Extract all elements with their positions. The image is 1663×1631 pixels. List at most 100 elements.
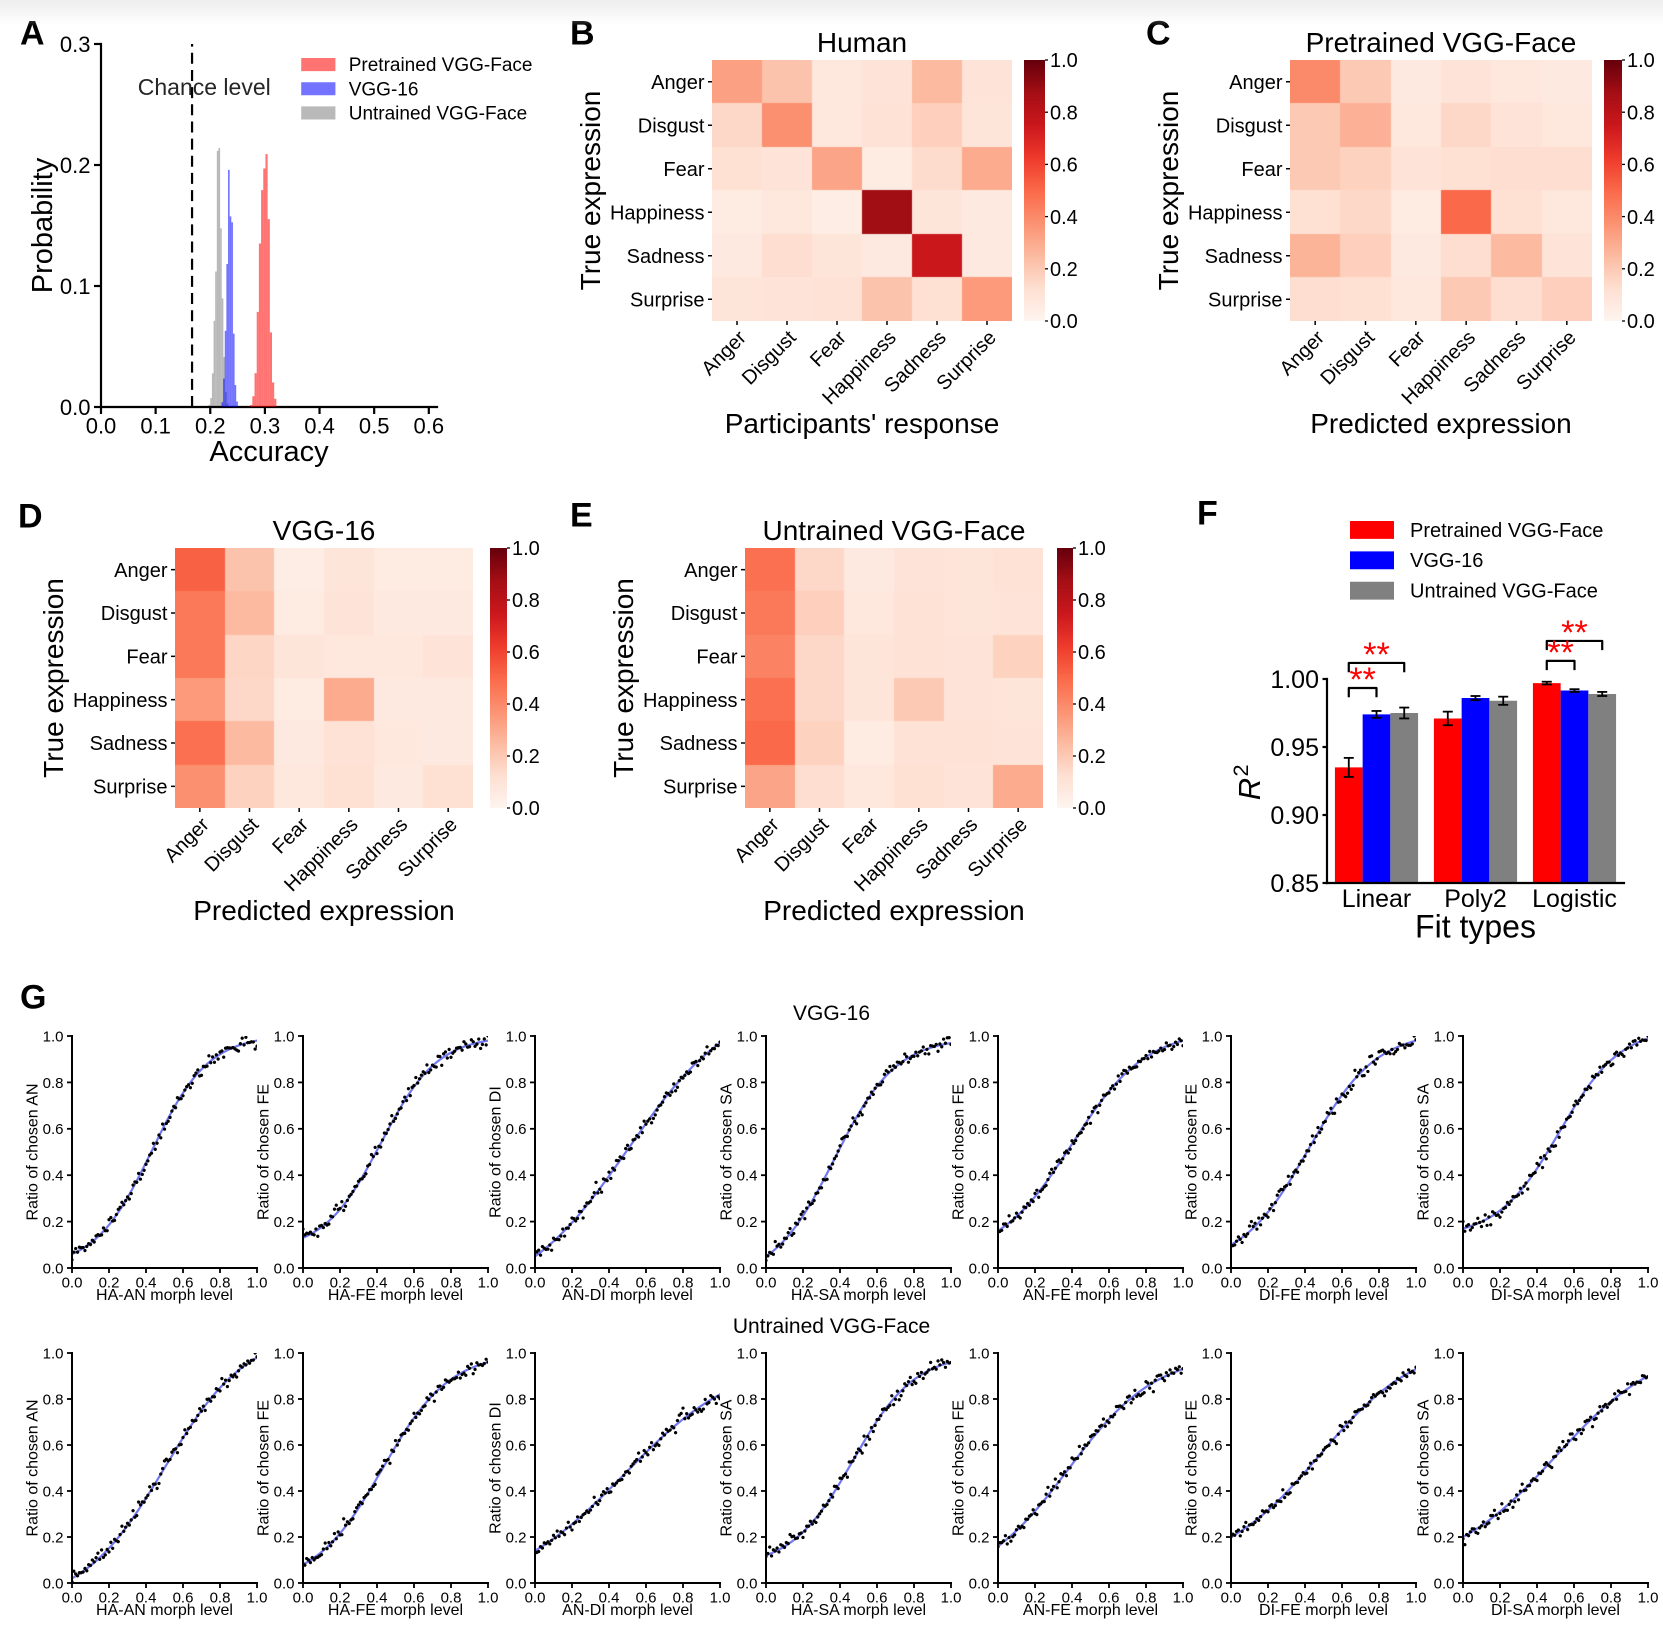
svg-text:Linear: Linear	[1342, 885, 1412, 913]
svg-text:0.4: 0.4	[274, 1483, 295, 1500]
svg-text:0.8: 0.8	[506, 1075, 527, 1092]
svg-text:0.4: 0.4	[1050, 207, 1078, 229]
svg-text:0.0: 0.0	[293, 1589, 314, 1606]
svg-text:0.8: 0.8	[673, 1274, 694, 1291]
svg-text:0.0: 0.0	[737, 1260, 758, 1277]
svg-text:0.6: 0.6	[969, 1437, 990, 1454]
svg-text:0.2: 0.2	[274, 1214, 295, 1231]
svg-text:Happiness: Happiness	[1188, 202, 1283, 224]
svg-text:0.8: 0.8	[673, 1589, 694, 1606]
svg-text:0.0: 0.0	[756, 1274, 777, 1291]
svg-text:True expression: True expression	[1153, 91, 1184, 291]
svg-text:1.0: 1.0	[274, 1345, 295, 1362]
svg-text:0.8: 0.8	[904, 1274, 925, 1291]
svg-text:1.0: 1.0	[1434, 1028, 1455, 1045]
svg-text:0.6: 0.6	[1332, 1589, 1353, 1606]
svg-text:0.2: 0.2	[1434, 1529, 1455, 1546]
svg-text:0.4: 0.4	[1527, 1274, 1548, 1291]
svg-text:1.0: 1.0	[1638, 1274, 1659, 1291]
svg-text:Predicted expression: Predicted expression	[1310, 408, 1571, 439]
svg-text:0.0: 0.0	[86, 413, 117, 438]
svg-text:0.4: 0.4	[512, 694, 540, 716]
svg-text:0.2: 0.2	[1078, 746, 1106, 768]
svg-text:0.0: 0.0	[506, 1260, 527, 1277]
svg-text:0.6: 0.6	[737, 1437, 758, 1454]
svg-text:0.6: 0.6	[512, 642, 540, 664]
svg-text:E: E	[570, 497, 593, 535]
svg-text:0.2: 0.2	[793, 1274, 814, 1291]
svg-text:0.6: 0.6	[737, 1121, 758, 1138]
svg-text:Ratio of chosen AN: Ratio of chosen AN	[24, 1084, 41, 1221]
svg-text:1.0: 1.0	[1202, 1345, 1223, 1362]
svg-text:0.0: 0.0	[1453, 1589, 1474, 1606]
svg-text:0.2: 0.2	[330, 1274, 351, 1291]
svg-text:0.4: 0.4	[1078, 694, 1106, 716]
svg-text:Accuracy: Accuracy	[209, 436, 329, 468]
svg-text:0.0: 0.0	[506, 1575, 527, 1592]
svg-text:0.0: 0.0	[1627, 311, 1655, 333]
svg-text:1.0: 1.0	[941, 1274, 962, 1291]
svg-text:0.2: 0.2	[1202, 1529, 1223, 1546]
svg-text:0.6: 0.6	[404, 1274, 425, 1291]
svg-text:1.0: 1.0	[969, 1028, 990, 1045]
svg-text:0.8: 0.8	[737, 1391, 758, 1408]
svg-text:1.0: 1.0	[1434, 1345, 1455, 1362]
svg-text:0.6: 0.6	[506, 1437, 527, 1454]
svg-text:VGG-16: VGG-16	[273, 515, 376, 546]
svg-text:True expression: True expression	[575, 91, 606, 291]
svg-text:0.8: 0.8	[1434, 1075, 1455, 1092]
svg-text:0.6: 0.6	[1099, 1589, 1120, 1606]
svg-text:0.2: 0.2	[737, 1214, 758, 1231]
svg-text:1.0: 1.0	[1627, 50, 1655, 72]
svg-text:0.4: 0.4	[1627, 207, 1655, 229]
svg-text:0.4: 0.4	[969, 1168, 990, 1185]
svg-text:0.4: 0.4	[274, 1168, 295, 1185]
svg-text:Ratio of chosen SA: Ratio of chosen SA	[1415, 1083, 1432, 1220]
svg-text:0.2: 0.2	[1490, 1274, 1511, 1291]
svg-text:0.2: 0.2	[1025, 1589, 1046, 1606]
svg-text:0.4: 0.4	[737, 1483, 758, 1500]
svg-text:0.2: 0.2	[506, 1214, 527, 1231]
svg-text:0.6: 0.6	[506, 1121, 527, 1138]
svg-text:1.0: 1.0	[710, 1274, 731, 1291]
svg-text:1.0: 1.0	[247, 1274, 268, 1291]
svg-text:0.4: 0.4	[136, 1274, 157, 1291]
svg-text:0.4: 0.4	[367, 1589, 388, 1606]
svg-text:1.0: 1.0	[506, 1345, 527, 1362]
svg-text:Untrained VGG-Face: Untrained VGG-Face	[763, 515, 1026, 546]
svg-text:Predicted expression: Predicted expression	[193, 895, 454, 926]
svg-text:**: **	[1547, 634, 1573, 672]
svg-text:0.8: 0.8	[1601, 1589, 1622, 1606]
svg-text:0.0: 0.0	[60, 395, 91, 420]
svg-text:R 2: R 2	[1228, 764, 1267, 800]
svg-text:0.6: 0.6	[1078, 642, 1106, 664]
svg-text:0.6: 0.6	[636, 1589, 657, 1606]
svg-text:1.0: 1.0	[506, 1028, 527, 1045]
svg-text:AN-FE morph level: AN-FE morph level	[1023, 1602, 1158, 1619]
svg-text:0.8: 0.8	[1369, 1589, 1390, 1606]
svg-text:0.4: 0.4	[599, 1589, 620, 1606]
svg-text:Sadness: Sadness	[627, 246, 705, 268]
svg-text:Ratio of chosen FE: Ratio of chosen FE	[950, 1400, 967, 1536]
svg-text:True expression: True expression	[608, 578, 639, 778]
svg-text:0.1: 0.1	[60, 274, 91, 299]
svg-text:0.6: 0.6	[1050, 155, 1078, 177]
svg-text:0.0: 0.0	[1221, 1274, 1242, 1291]
svg-text:0.0: 0.0	[969, 1260, 990, 1277]
svg-text:0.6: 0.6	[1202, 1437, 1223, 1454]
svg-text:0.2: 0.2	[1258, 1274, 1279, 1291]
svg-text:DI-FE morph level: DI-FE morph level	[1259, 1287, 1388, 1304]
svg-text:Pretrained VGG-Face: Pretrained VGG-Face	[1410, 520, 1603, 542]
svg-text:0.6: 0.6	[274, 1437, 295, 1454]
svg-text:Surprise: Surprise	[93, 777, 167, 799]
svg-text:0.2: 0.2	[506, 1529, 527, 1546]
svg-text:0.2: 0.2	[195, 413, 226, 438]
svg-text:0.2: 0.2	[1258, 1589, 1279, 1606]
svg-text:VGG-16: VGG-16	[1410, 550, 1483, 572]
svg-text:Ratio of chosen FE: Ratio of chosen FE	[1183, 1084, 1200, 1220]
svg-text:0.5: 0.5	[359, 413, 390, 438]
svg-text:0.6: 0.6	[414, 413, 445, 438]
svg-text:Ratio of chosen FE: Ratio of chosen FE	[950, 1084, 967, 1220]
svg-text:Sadness: Sadness	[1205, 246, 1283, 268]
svg-text:0.6: 0.6	[1202, 1121, 1223, 1138]
